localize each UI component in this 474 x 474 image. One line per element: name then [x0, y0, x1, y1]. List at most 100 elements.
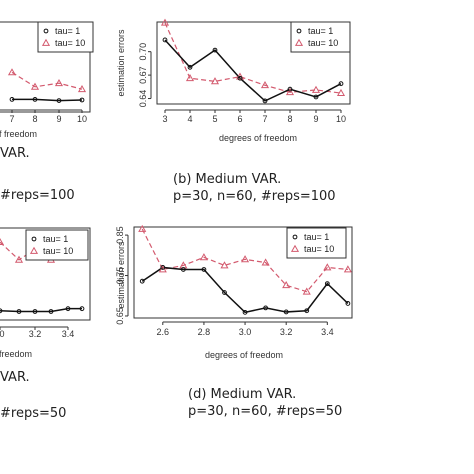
- x-tick-label: 3.0: [239, 327, 252, 337]
- point-tau-1: [139, 278, 145, 284]
- caption-line: #reps=100: [0, 188, 75, 203]
- point-tau-10: [77, 84, 87, 93]
- point-tau-1: [262, 98, 268, 104]
- caption-line: (d) Medium VAR.: [188, 387, 296, 402]
- x-tick-label: 0: [0, 329, 5, 339]
- x-tick-label: 2.8: [198, 327, 211, 337]
- series-line-tau-1: [164, 39, 342, 102]
- x-tick-label: 3.2: [280, 327, 293, 337]
- point-tau-10: [311, 85, 321, 93]
- plot-frame: [0, 227, 91, 321]
- point-tau-10: [343, 265, 352, 273]
- legend-box: [25, 229, 89, 261]
- point-tau-1: [65, 306, 71, 312]
- point-tau-1: [287, 86, 293, 92]
- point-tau-10: [302, 287, 311, 295]
- legend-label-tau-10: tau= 10: [55, 38, 85, 48]
- point-tau-10: [220, 261, 229, 269]
- point-tau-10: [199, 253, 208, 261]
- point-tau-1: [79, 306, 85, 312]
- point-tau-10: [138, 224, 147, 232]
- point-tau-10: [323, 263, 332, 271]
- caption-line: p=30, n=60, #reps=50: [188, 404, 342, 419]
- x-tick-label: 7: [262, 114, 267, 124]
- caption-line: VAR.: [0, 370, 30, 385]
- legend-box: [286, 227, 347, 259]
- series-line-tau-10: [164, 22, 342, 94]
- legend-marker-tau-10: [294, 38, 304, 46]
- legend-marker-tau-10: [29, 246, 39, 254]
- point-tau-1: [304, 308, 310, 314]
- caption-line: p=30, n=60, #reps=100: [173, 189, 336, 204]
- legend-label-tau-1: tau= 1: [308, 26, 333, 36]
- panel-a: 7 8 9 10 of freedom tau= 1 tau= 10 VAR. #reps=10…: [0, 21, 94, 203]
- x-tick-label: 9: [56, 114, 61, 124]
- legend-label-tau-10: tau= 10: [43, 246, 73, 256]
- x-tick-label: 3.4: [321, 327, 334, 337]
- point-tau-1: [79, 97, 85, 103]
- x-tick-label: 3: [162, 114, 167, 124]
- point-tau-1: [162, 37, 168, 43]
- panel-c: 0 3.2 3.4 f freedom tau= 1 tau= 10 VAR. #reps=5…: [0, 227, 91, 421]
- caption-line: #reps=50: [0, 406, 66, 421]
- legend-marker-tau-1: [31, 236, 37, 242]
- y-axis-label: estimation errors: [116, 241, 126, 309]
- point-tau-10: [210, 77, 220, 85]
- point-tau-1: [242, 309, 248, 315]
- legend-marker-tau-10: [41, 38, 51, 46]
- x-tick-label: 3.4: [62, 329, 75, 339]
- series-line-tau-1: [141, 266, 349, 314]
- y-tick-label: 0.70: [138, 43, 148, 61]
- point-tau-1: [180, 267, 186, 272]
- x-tick-label: 10: [336, 114, 346, 124]
- y-tick-label: 0.75: [115, 267, 125, 285]
- point-tau-10: [7, 68, 17, 76]
- x-tick-label: 4: [187, 114, 192, 124]
- point-tau-1: [222, 290, 227, 295]
- series-line-tau-10: [11, 71, 83, 90]
- x-axis-label: f freedom: [0, 349, 32, 359]
- legend-marker-tau-10: [290, 244, 300, 252]
- point-tau-1: [324, 281, 330, 287]
- legend-label-tau-1: tau= 1: [55, 26, 80, 36]
- point-tau-1: [212, 47, 218, 53]
- point-tau-1: [313, 94, 319, 100]
- point-tau-1: [32, 97, 38, 102]
- point-tau-1: [237, 75, 243, 81]
- series-line-tau-1: [12, 98, 83, 102]
- point-tau-10: [185, 74, 195, 82]
- y-tick-label: 0.67: [138, 66, 148, 84]
- point-tau-1: [263, 305, 269, 311]
- point-tau-1: [48, 309, 54, 314]
- point-tau-10: [285, 88, 295, 96]
- x-tick-label: 8: [32, 114, 37, 124]
- point-tau-10: [282, 281, 291, 289]
- point-tau-10: [260, 81, 270, 89]
- plot-frame: [156, 21, 351, 105]
- x-tick-label: 8: [287, 114, 292, 124]
- y-tick-label: 0.85: [115, 226, 125, 244]
- series-line-tau-10: [141, 228, 348, 293]
- x-tick-label: 9: [313, 114, 318, 124]
- legend-box: [37, 21, 94, 53]
- x-tick-label: 5: [212, 114, 217, 124]
- x-axis-label: degrees of freedom: [219, 133, 297, 143]
- point-tau-10: [261, 258, 270, 266]
- panel-b: 3 4 5 6 7 8 9 10 0.64 0.67 0.70 estimation errors de…: [116, 18, 351, 204]
- legend-label-tau-1: tau= 1: [43, 234, 68, 244]
- point-tau-10: [160, 18, 170, 26]
- point-tau-10: [0, 237, 5, 246]
- x-tick-label: 3.2: [29, 329, 42, 339]
- point-tau-10: [235, 72, 245, 80]
- point-tau-1: [9, 97, 15, 102]
- legend-label-tau-10: tau= 10: [308, 38, 338, 48]
- legend-marker-tau-1: [292, 234, 298, 240]
- point-tau-1: [187, 64, 193, 70]
- x-tick-label: 7: [9, 114, 14, 124]
- legend-box: [290, 21, 351, 53]
- point-tau-10: [30, 82, 40, 90]
- legend-label-tau-10: tau= 10: [304, 244, 334, 254]
- plot-frame: [0, 21, 91, 113]
